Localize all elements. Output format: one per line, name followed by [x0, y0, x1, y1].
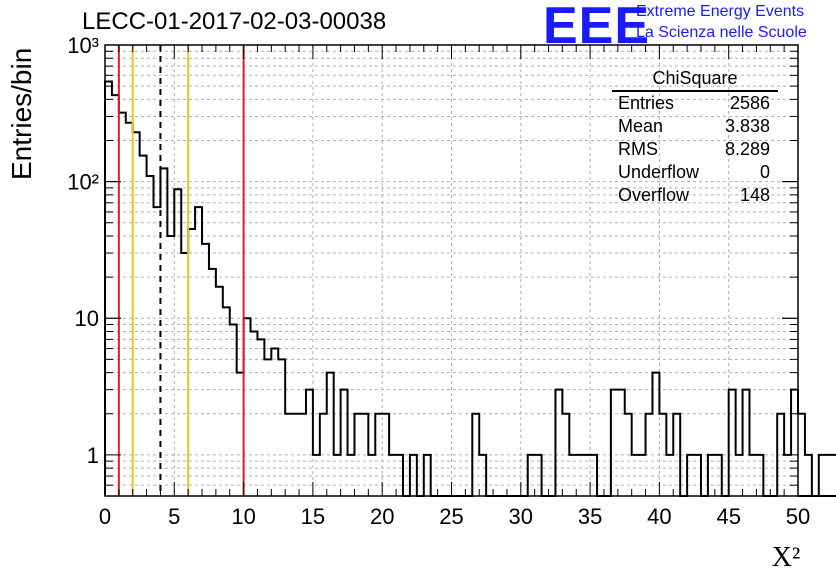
logo-line-2: La Scienza nelle Scuole	[636, 24, 807, 41]
stats-row-rms: RMS 8.289	[612, 138, 778, 161]
x-tick-label: 25	[439, 504, 463, 529]
x-tick-label: 30	[509, 504, 533, 529]
histogram-series	[104, 80, 836, 497]
x-tick-label: 35	[578, 504, 602, 529]
x-tick-label: 5	[168, 504, 180, 529]
stats-label: Overflow	[618, 185, 690, 205]
x-tick-label: 40	[647, 504, 671, 529]
x-axis-label: X²	[772, 542, 801, 572]
x-tick-label: 50	[786, 504, 810, 529]
stats-box: ChiSquare Entries 2586 Mean 3.838 RMS 8.289…	[612, 66, 778, 207]
x-tick-label: 0	[99, 504, 111, 529]
stats-row-underflow: Underflow 0	[612, 161, 778, 184]
stats-label: Mean	[618, 116, 664, 136]
stats-value: 8.289	[724, 139, 770, 159]
chart-title: LECC-01-2017-02-03-00038	[82, 8, 387, 35]
stats-value: 0	[759, 162, 770, 182]
stats-label: Underflow	[618, 162, 700, 182]
logo-line-1: Extreme Energy Events	[636, 3, 805, 20]
y-tick-label: 10	[75, 306, 99, 331]
x-tick-label: 10	[231, 504, 255, 529]
stats-value: 3.838	[724, 116, 770, 136]
x-tick-label: 45	[716, 504, 740, 529]
eee-logo: EEE	[543, 0, 651, 55]
stats-row-overflow: Overflow 148	[612, 184, 778, 207]
y-axis-label: Entries/bin	[6, 47, 37, 180]
y-tick-label: 10²	[67, 170, 99, 195]
stats-row-entries: Entries 2586	[612, 92, 778, 115]
x-tick-label: 15	[301, 504, 325, 529]
x-tick-label: 20	[370, 504, 394, 529]
stats-label: Entries	[618, 93, 675, 113]
stats-value: 2586	[729, 93, 770, 113]
y-tick-label: 1	[87, 443, 99, 468]
stats-name: ChiSquare	[612, 66, 778, 92]
stats-value: 148	[739, 185, 770, 205]
y-tick-label: 10³	[67, 33, 99, 58]
stats-label: RMS	[618, 139, 658, 159]
stats-row-mean: Mean 3.838	[612, 115, 778, 138]
